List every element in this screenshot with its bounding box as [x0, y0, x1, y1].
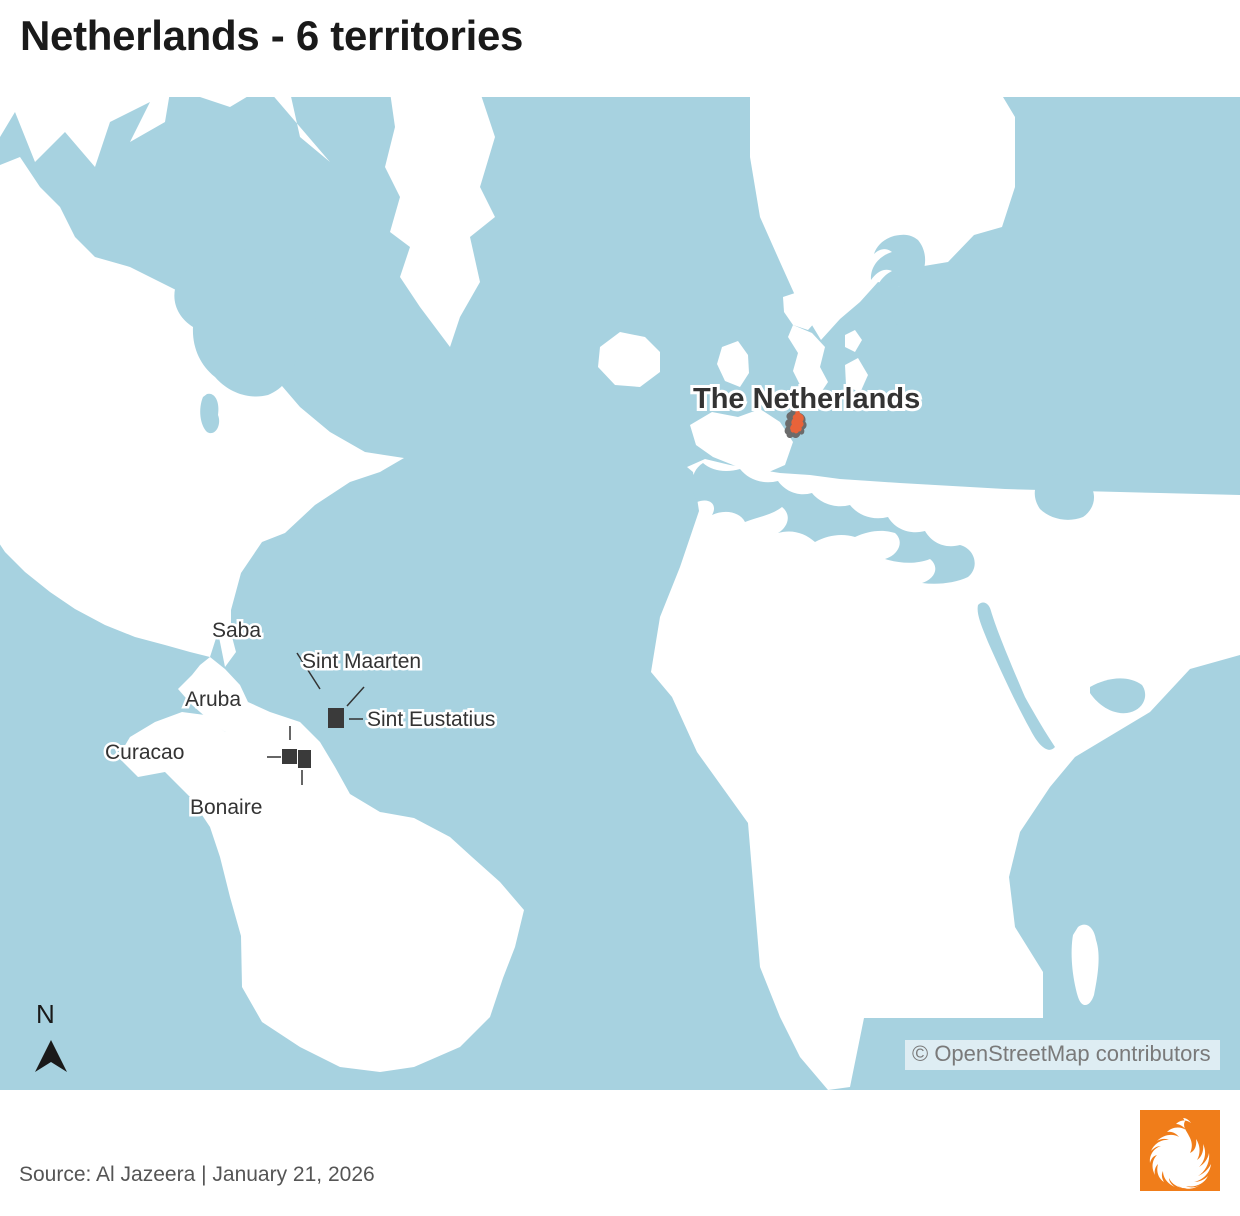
svg-text:© OpenStreetMap contributors: © OpenStreetMap contributors — [912, 1041, 1211, 1066]
svg-text:N: N — [36, 999, 55, 1029]
svg-text:Bonaire: Bonaire — [190, 796, 262, 819]
svg-text:Sint Maarten: Sint Maarten — [302, 650, 421, 673]
svg-text:Saba: Saba — [212, 619, 261, 642]
svg-text:The Netherlands: The Netherlands — [693, 383, 920, 415]
svg-text:Sint Eustatius: Sint Eustatius — [367, 708, 495, 731]
svg-text:Aruba: Aruba — [185, 688, 241, 711]
svg-text:Curacao: Curacao — [105, 741, 184, 764]
